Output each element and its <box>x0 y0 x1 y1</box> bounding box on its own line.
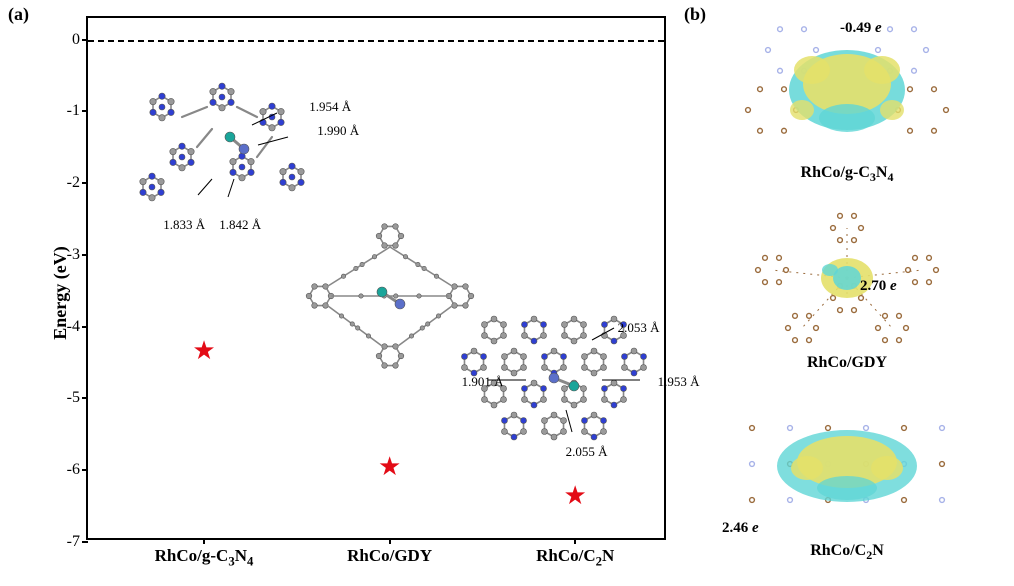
structure-inset-c2n: 2.053 Å1.953 Å1.901 Å2.055 Å <box>454 300 674 460</box>
bond-length-label: 1.990 Å <box>317 123 359 139</box>
y-tick-mark <box>82 182 88 184</box>
bond-length-label: 2.055 Å <box>566 444 608 460</box>
chart-plot-area: 0-1-2-3-4-5-6-7RhCo/g-C3N4RhCo/GDYRhCo/C… <box>86 16 666 540</box>
cdd-label: RhCo/g-C3N4 <box>680 164 1014 182</box>
charge-transfer-value: 2.46 e <box>722 520 759 537</box>
charge-transfer-value: 2.70 e <box>860 278 897 295</box>
bond-length-label: 1.842 Å <box>219 217 261 233</box>
cdd-item: RhCo/C2N 2.46 e <box>680 388 1014 560</box>
x-tick-mark <box>574 538 576 544</box>
cdd-item: RhCo/g-C3N4 -0.49 e <box>680 10 1014 182</box>
y-tick-mark <box>82 397 88 399</box>
binding-energy-star: ★ <box>192 338 215 364</box>
bond-length-label: 2.053 Å <box>618 320 660 336</box>
cdd-label: RhCo/C2N <box>680 542 1014 560</box>
charge-transfer-value: -0.49 e <box>840 20 882 37</box>
bond-length-label: 1.833 Å <box>163 217 205 233</box>
bond-length-label: 1.954 Å <box>309 99 351 115</box>
y-tick-mark <box>82 110 88 112</box>
y-tick-mark <box>82 469 88 471</box>
panel-b: (b) RhCo/g-C3N4-0.49 eRhCo/GDY2.70 eRhCo… <box>680 0 1014 586</box>
binding-energy-star: ★ <box>378 454 401 480</box>
bond-length-label: 1.901 Å <box>462 374 504 390</box>
cdd-item: RhCo/GDY 2.70 e <box>680 200 1014 372</box>
y-tick-mark <box>82 326 88 328</box>
binding-energy-star: ★ <box>564 483 587 509</box>
panel-a: (a) Energy (eV) 0-1-2-3-4-5-6-7RhCo/g-C3… <box>0 0 680 586</box>
panel-a-label: (a) <box>8 4 29 25</box>
structure-inset-gc3n4: 1.954 Å1.990 Å1.833 Å1.842 Å <box>112 67 342 227</box>
x-tick-mark <box>389 538 391 544</box>
y-tick-mark <box>82 254 88 256</box>
x-tick-mark <box>203 538 205 544</box>
y-tick-mark <box>82 541 88 543</box>
cdd-label: RhCo/GDY <box>680 354 1014 372</box>
zero-reference-line <box>88 40 664 42</box>
